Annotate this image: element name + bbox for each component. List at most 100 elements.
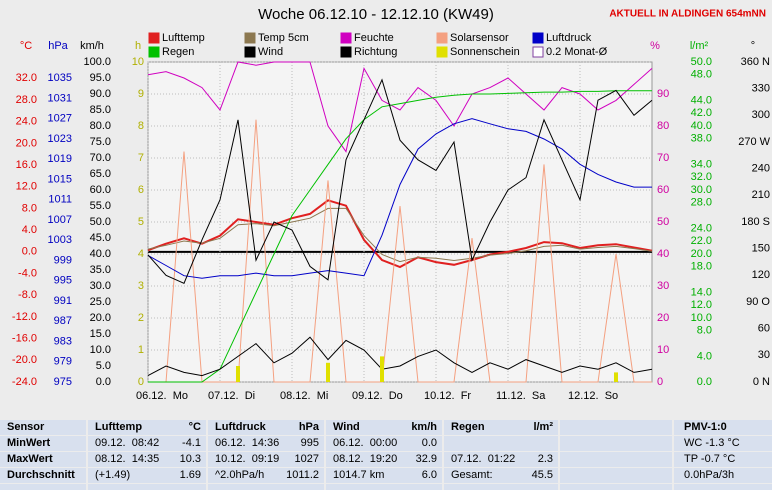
y-tick-label: 15.0 [90,328,111,340]
cell-text: PMV-1:0 [684,421,727,433]
y-tick-label: 995 [54,275,72,287]
table-cell: Regen l/m² [444,420,558,435]
y-tick-label: 24.0 [691,222,712,234]
cell-text: 0.0hPa/3h [684,469,735,481]
x-tick-label: 08.12. Mi [280,390,328,402]
y-tick-label: 50 [657,216,669,228]
y-tick-label: 0.0 [22,246,37,258]
legend-swatch [532,46,544,58]
cell-text: 6.0 [421,469,437,481]
y-tick-label: 1019 [48,153,72,165]
table-cell [560,452,672,467]
y-tick-label: 0.0 [697,376,712,388]
y-tick-label: 975 [54,376,72,388]
table-cell: 10.12. 09:19 1027 [208,452,324,467]
y-tick-label: 991 [54,295,72,307]
bar [380,356,384,382]
y-tick-label: 1007 [48,214,72,226]
y-tick-label: 1003 [48,234,72,246]
y-tick-label: 100.0 [83,56,111,68]
table-cell: Gesamt: 45.5 [444,468,558,483]
y-tick-label: 20.0 [691,248,712,260]
y-tick-label: 60.0 [90,184,111,196]
table-cell [88,484,206,490]
cell-text: 0.0 [421,437,437,449]
y-tick-label: 0.0 [96,376,111,388]
y-tick-label: 40.0 [691,120,712,132]
series-line [148,119,652,383]
cell-text: (+1.49) [95,469,131,481]
table-cell: Sensor [0,420,86,435]
y-tick-label: 330 [752,83,770,95]
cell-text: Gesamt: [451,469,493,481]
y-tick-label: 95.0 [90,72,111,84]
y-tick-label: 10 [657,344,669,356]
cell-text: 1027 [294,453,319,465]
y-tick-label: 44.0 [691,94,712,106]
y-tick-label: 55.0 [90,200,111,212]
y-tick-label: 10.0 [90,344,111,356]
table-cell [208,484,324,490]
series-line [147,118,652,279]
legend-label: Richtung [354,46,397,58]
cell-text: 08.12. 19:20 [333,453,398,465]
y-tick-label: 12.0 [691,299,712,311]
y-tick-label: 1 [138,344,144,356]
y-tick-label: 75.0 [90,136,111,148]
legend-label: Temp 5cm [258,32,309,44]
y-tick-label: -12.0 [12,311,37,323]
cell-text: 45.5 [531,469,553,481]
y-tick-label: 90.0 [90,88,111,100]
legend-label: Sonnenschein [450,46,520,58]
y-tick-label: 40 [657,248,669,260]
y-tick-label: 5.0 [96,360,111,372]
legend-label: Luftdruck [546,32,592,44]
y-tick-label: 50.0 [691,56,712,68]
y-tick-label: 8.0 [22,202,37,214]
chart-title: Woche 06.12.10 - 12.12.10 (KW49) [258,6,494,23]
bar [326,362,330,382]
y-tick-label: 28.0 [16,94,37,106]
chart: Woche 06.12.10 - 12.12.10 (KW49) AKTUELL… [12,6,771,402]
cell-text: 10.12. 09:19 [215,453,280,465]
y-tick-label: 85.0 [90,104,111,116]
y-tick-label: 20 [657,312,669,324]
y-tick-label: 4 [138,248,144,260]
axis-unit: % [650,40,660,52]
y-tick-label: 12.0 [16,181,37,193]
legend-swatch [532,32,544,44]
cell-text: 08.12. 14:35 [95,453,160,465]
cell-text: 2.3 [537,453,553,465]
axis-unit: ° [751,40,755,52]
location: AKTUELL IN ALDINGEN 654mNN [609,9,766,20]
y-tick-label: 0 [138,376,144,388]
cell-text: hPa [298,421,319,433]
cell-text: TP -0.7 °C [684,453,736,465]
y-tick-label: 34.0 [691,158,712,170]
x-tick-label: 11.12. Sa [496,390,546,402]
y-tick-label: 180 S [741,216,770,228]
series-line [148,90,652,383]
cell-text: Durchschnitt [7,469,75,481]
y-tick-label: 30 [758,349,770,361]
table-cell: 08.12. 14:35 10.3 [88,452,206,467]
cell-text: MaxWert [7,453,53,465]
legend-swatch [436,32,448,44]
table-cell [560,420,672,435]
series-line [147,61,653,153]
cell-text: Lufttemp [95,421,143,433]
y-tick-label: 1031 [48,92,72,104]
table-cell: Wind km/h [326,420,442,435]
table-cell [0,484,86,490]
axis-unit: h [135,40,141,52]
cell-text: Sensor [7,421,45,433]
y-tick-label: 2 [138,312,144,324]
cell-text: 32.9 [415,453,437,465]
cell-text: ^2.0hPa/h [215,469,265,481]
y-tick-label: 983 [54,335,72,347]
x-tick-label: 09.12. Do [352,390,403,402]
y-tick-label: 0 N [753,376,770,388]
table-cell: 08.12. 19:20 32.9 [326,452,442,467]
y-tick-label: -24.0 [12,376,37,388]
